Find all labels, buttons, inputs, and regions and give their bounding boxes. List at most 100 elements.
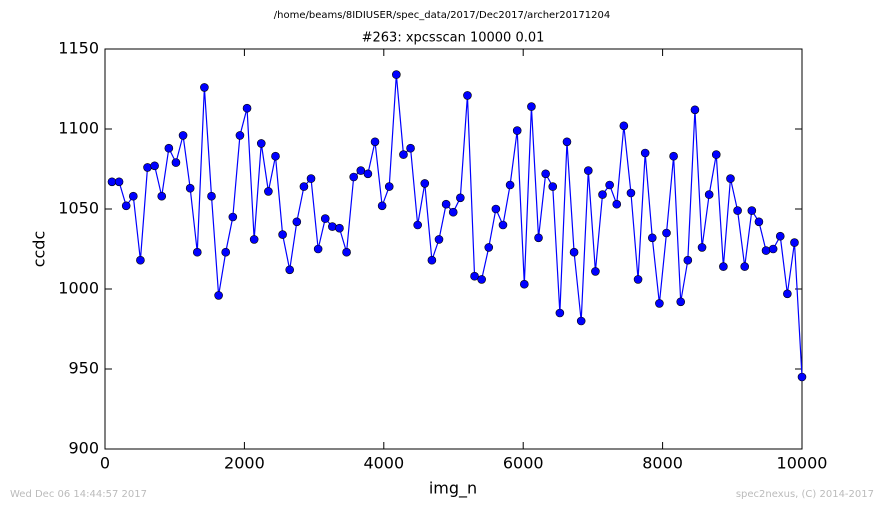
data-point [306,174,316,183]
data-point [356,166,366,175]
x-tick-label: 6000 [503,454,544,473]
data-point [448,207,458,217]
x-tick-label: 8000 [642,454,683,473]
footer-right: spec2nexus, (C) 2014-2017 [736,489,874,500]
data-point [242,103,252,113]
data-point [541,169,550,179]
data-point [491,204,501,214]
data-point [107,177,117,187]
data-point [228,212,238,222]
data-point [392,70,401,79]
data-point [456,193,465,203]
data-point [740,262,750,271]
data-point [171,158,181,167]
data-point [640,148,650,158]
data-point [555,308,565,318]
data-point [576,316,586,326]
data-point [114,177,124,187]
data-point [676,297,686,307]
data-point [626,188,636,198]
data-point [470,271,479,281]
data-point [320,214,330,223]
data-point [505,180,515,190]
data-point [335,223,344,233]
data-line [111,74,803,378]
x-tick-label: 2000 [224,454,265,473]
data-point [520,279,529,289]
data-point [235,131,245,140]
data-point [484,243,494,252]
data-point [775,231,785,241]
data-point [790,238,799,247]
data-point [441,199,451,209]
data-point [719,262,728,271]
data-point [256,139,266,148]
data-point [185,183,195,193]
data-point [733,206,742,215]
data-point [598,190,607,199]
data-point [143,163,152,172]
y-tick-label: 1050 [58,199,99,218]
x-tick-label: 0 [100,454,110,473]
data-point [285,265,295,275]
data-point [178,131,188,140]
data-point [292,217,302,227]
data-point [704,190,714,199]
data-point [477,275,486,284]
x-tick-label: 4000 [363,454,404,473]
data-point [328,222,337,231]
data-point [569,247,579,257]
data-point [797,372,807,382]
data-point [761,246,771,255]
data-point [413,220,422,230]
data-point [768,244,778,254]
x-tick-label: 10000 [777,454,828,473]
y-tick-label: 950 [68,359,99,378]
data-point [633,275,643,284]
data-point [349,172,358,182]
data-point [377,201,387,211]
data-point [754,217,764,227]
data-point [662,228,671,238]
data-point [726,174,735,183]
data-point [591,267,600,276]
data-point [612,199,622,209]
data-point [527,102,536,111]
data-point [512,126,522,135]
data-point [384,182,394,191]
data-point [605,180,614,190]
data-point [747,206,757,215]
data-point [690,105,700,115]
data-point [783,289,792,299]
data-point [427,255,437,265]
data-point [313,244,323,254]
plot-frame [104,48,803,450]
data-point [214,291,223,300]
chart-title: /home/beams/8IDIUSER/spec_data/2017/Dec2… [274,10,610,21]
data-point [697,243,707,252]
data-point [647,233,657,243]
data-point [420,179,430,188]
data-point [434,235,444,244]
data-point [534,233,543,243]
data-point [264,187,273,196]
data-point [655,299,664,308]
x-axis-label: img_n [429,479,477,499]
data-point [249,235,259,244]
data-point [583,166,593,175]
data-point [164,143,174,153]
y-tick-label: 900 [68,439,99,458]
data-point [683,255,693,265]
data-point [150,161,159,171]
chart-subtitle: #263: xpcsscan 10000 0.01 [362,31,545,46]
y-tick-label: 1150 [58,39,99,58]
data-point [200,83,209,92]
data-point [192,247,202,257]
data-point [562,137,572,147]
y-tick-label: 1100 [58,119,99,138]
data-point [498,220,508,230]
data-point [342,247,351,257]
data-point [157,191,167,201]
data-point [278,230,287,239]
